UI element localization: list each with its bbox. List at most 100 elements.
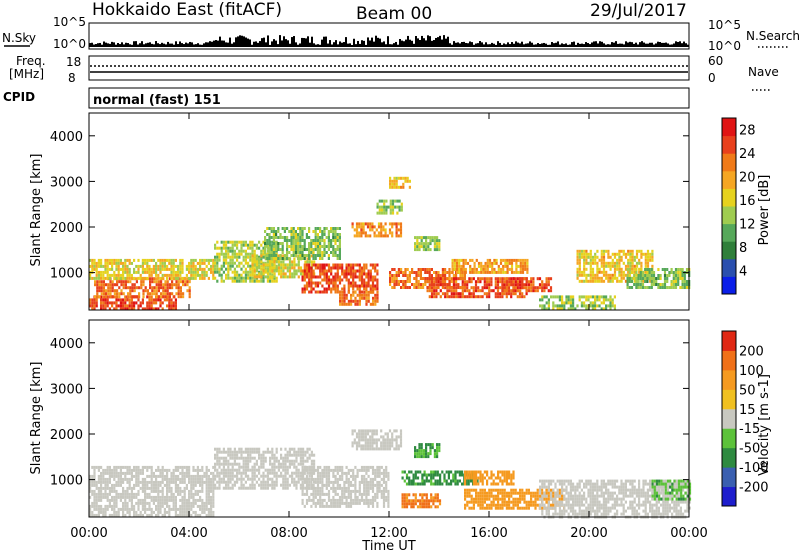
heatmap-cell	[184, 490, 186, 493]
heatmap-cell	[404, 177, 406, 180]
heatmap-cell	[352, 267, 354, 270]
heatmap-cell	[109, 478, 111, 481]
heatmap-cell	[588, 280, 590, 283]
heatmap-cell	[142, 508, 144, 511]
heatmap-cell	[317, 245, 319, 248]
heatmap-cell	[326, 472, 328, 475]
heatmap-cell	[159, 484, 161, 487]
heatmap-cell	[179, 466, 181, 469]
heatmap-cell	[332, 251, 334, 254]
heatmap-cell	[240, 280, 242, 283]
heatmap-cell	[651, 265, 653, 268]
heatmap-cell	[251, 466, 253, 469]
heatmap-cell	[264, 251, 266, 254]
heatmap-cell	[471, 286, 473, 289]
heatmap-cell	[477, 295, 479, 298]
heatmap-cell	[188, 493, 190, 496]
heatmap-cell	[201, 508, 203, 511]
heatmap-cell	[93, 301, 95, 304]
heatmap-cell	[596, 256, 598, 259]
heatmap-cell	[93, 298, 95, 301]
heatmap-cell	[616, 259, 618, 262]
heatmap-cell	[109, 262, 111, 265]
heatmap-cell	[236, 277, 238, 280]
heatmap-cell	[357, 496, 359, 499]
heatmap-cell	[138, 292, 140, 295]
heatmap-cell	[197, 481, 199, 484]
heatmap-cell	[346, 487, 348, 490]
heatmap-cell	[517, 277, 519, 280]
heatmap-cell	[488, 280, 490, 283]
heatmap-cell	[179, 493, 181, 496]
heatmap-cell	[287, 269, 289, 272]
heatmap-cell	[113, 511, 115, 514]
heatmap-cell	[223, 259, 225, 262]
heatmap-cell	[462, 271, 464, 274]
nsky-bar	[631, 42, 633, 47]
heatmap-cell	[153, 472, 155, 475]
heatmap-cell	[258, 457, 260, 460]
heatmap-cell	[321, 230, 323, 233]
heatmap-cell	[214, 475, 216, 478]
nsky-bar	[309, 43, 311, 47]
heatmap-cell	[524, 259, 526, 262]
heatmap-cell	[103, 280, 105, 283]
heatmap-cell	[585, 253, 587, 256]
heatmap-cell	[251, 241, 253, 244]
heatmap-cell	[168, 508, 170, 511]
heatmap-cell	[361, 270, 363, 273]
heatmap-cell	[126, 259, 128, 262]
heatmap-cell	[588, 262, 590, 265]
nsky-bar	[161, 43, 163, 47]
heatmap-cell	[396, 212, 398, 215]
heatmap-cell	[449, 295, 451, 298]
heatmap-cell	[122, 466, 124, 469]
heatmap-cell	[115, 475, 117, 478]
heatmap-cell	[391, 274, 393, 277]
heatmap-cell	[188, 475, 190, 478]
heatmap-cell	[120, 268, 122, 271]
heatmap-cell	[504, 292, 506, 295]
heatmap-cell	[496, 259, 498, 262]
heatmap-cell	[581, 256, 583, 259]
heatmap-cell	[583, 301, 585, 304]
heatmap-cell	[350, 264, 352, 267]
nsky-bar	[111, 42, 113, 47]
heatmap-cell	[269, 472, 271, 475]
heatmap-cell	[197, 490, 199, 493]
heatmap-cell	[298, 478, 300, 481]
heatmap-cell	[274, 272, 276, 275]
heatmap-cell	[223, 472, 225, 475]
heatmap-cell	[151, 301, 153, 304]
heatmap-cell	[330, 227, 332, 230]
heatmap-cell	[210, 472, 212, 475]
heatmap-cell	[618, 253, 620, 256]
heatmap-cell	[195, 265, 197, 268]
heatmap-cell	[627, 280, 629, 283]
heatmap-cell	[592, 274, 594, 277]
heatmap-cell	[277, 236, 279, 239]
heatmap-cell	[240, 250, 242, 253]
heatmap-cell	[159, 496, 161, 499]
heatmap-cell	[214, 277, 216, 280]
heatmap-cell	[306, 502, 308, 505]
heatmap-cell	[96, 301, 98, 304]
heatmap-cell	[420, 283, 422, 286]
heatmap-cell	[391, 186, 393, 189]
heatmap-cell	[98, 280, 100, 283]
nsky-bar	[207, 42, 209, 47]
heatmap-cell	[149, 277, 151, 280]
heatmap-cell	[155, 271, 157, 274]
heatmap-cell	[238, 265, 240, 268]
heatmap-cell	[479, 280, 481, 283]
heatmap-cell	[267, 448, 269, 451]
heatmap-cell	[260, 254, 262, 257]
heatmap-cell	[267, 451, 269, 454]
heatmap-cell	[433, 286, 435, 289]
heatmap-cell	[162, 286, 164, 289]
heatmap-cell	[265, 269, 267, 272]
heatmap-cell	[526, 265, 528, 268]
heatmap-cell	[326, 291, 328, 294]
heatmap-cell	[208, 499, 210, 502]
heatmap-cell	[148, 265, 150, 268]
